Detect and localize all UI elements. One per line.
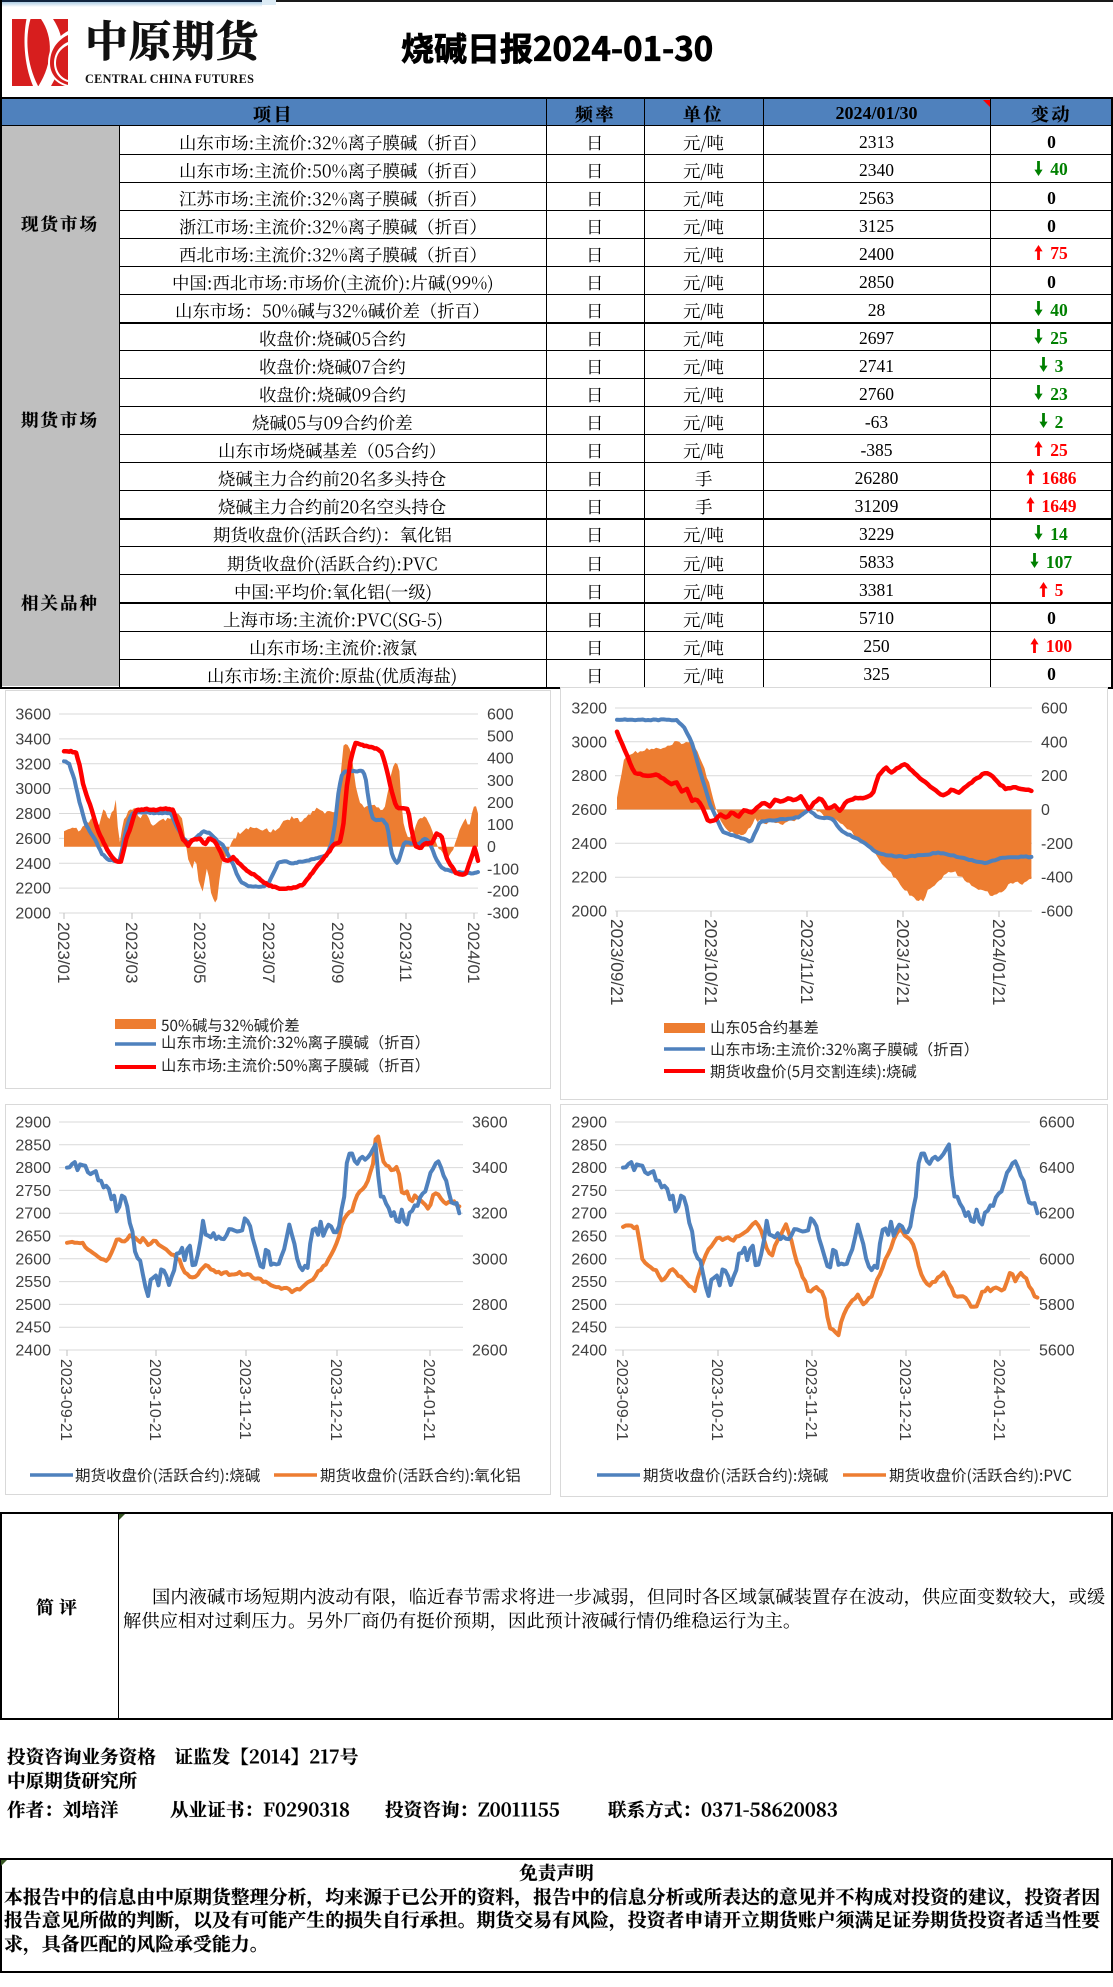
svg-text:2500: 2500: [571, 1297, 607, 1314]
svg-text:6600: 6600: [1039, 1115, 1075, 1132]
svg-text:600: 600: [487, 707, 514, 724]
svg-text:200: 200: [487, 795, 514, 812]
svg-text:2400: 2400: [15, 856, 51, 873]
svg-text:2023-11-21: 2023-11-21: [802, 1359, 819, 1440]
svg-text:2800: 2800: [571, 1160, 607, 1177]
svg-text:-400: -400: [1041, 870, 1073, 887]
svg-text:2600: 2600: [15, 1251, 51, 1268]
svg-text:2023/01: 2023/01: [54, 922, 73, 983]
svg-text:2023-10-21: 2023-10-21: [708, 1359, 725, 1441]
svg-text:2023/09/21: 2023/09/21: [607, 919, 627, 1006]
svg-text:600: 600: [1041, 701, 1068, 718]
svg-text:2800: 2800: [15, 806, 51, 823]
svg-text:3400: 3400: [472, 1160, 508, 1177]
svg-text:2023/09: 2023/09: [328, 922, 347, 983]
svg-text:2000: 2000: [15, 906, 51, 923]
svg-text:2600: 2600: [15, 831, 51, 848]
svg-text:2400: 2400: [571, 1343, 607, 1360]
svg-text:2023/03: 2023/03: [122, 922, 141, 983]
svg-text:2700: 2700: [571, 1206, 607, 1223]
svg-text:2650: 2650: [15, 1229, 51, 1246]
svg-text:2023-11-21: 2023-11-21: [236, 1359, 253, 1440]
svg-text:2023-09-21: 2023-09-21: [57, 1359, 74, 1441]
svg-text:2024/01/21: 2024/01/21: [989, 919, 1009, 1006]
svg-text:3000: 3000: [15, 781, 51, 798]
svg-text:2600: 2600: [472, 1343, 508, 1360]
svg-text:2800: 2800: [472, 1297, 508, 1314]
svg-text:2024/01: 2024/01: [464, 922, 483, 983]
svg-text:2023-12-21: 2023-12-21: [896, 1359, 913, 1441]
svg-text:2023/10/21: 2023/10/21: [701, 919, 721, 1006]
svg-text:2750: 2750: [15, 1183, 51, 1200]
svg-text:-200: -200: [487, 883, 519, 900]
svg-text:2800: 2800: [15, 1160, 51, 1177]
svg-text:2400: 2400: [571, 836, 607, 853]
svg-text:2200: 2200: [571, 870, 607, 887]
svg-text:2550: 2550: [15, 1274, 51, 1291]
svg-text:3600: 3600: [15, 707, 51, 724]
svg-text:2023/12/21: 2023/12/21: [893, 919, 913, 1006]
svg-text:6000: 6000: [1039, 1251, 1075, 1268]
svg-text:3600: 3600: [472, 1115, 508, 1132]
svg-text:2023/11/21: 2023/11/21: [797, 919, 817, 1004]
svg-text:-200: -200: [1041, 836, 1073, 853]
svg-text:200: 200: [1041, 768, 1068, 785]
svg-text:2850: 2850: [15, 1137, 51, 1154]
svg-text:2900: 2900: [15, 1115, 51, 1132]
svg-text:2023-12-21: 2023-12-21: [327, 1359, 344, 1441]
svg-text:2850: 2850: [571, 1137, 607, 1154]
svg-text:2023-09-21: 2023-09-21: [613, 1359, 630, 1441]
svg-text:6200: 6200: [1039, 1206, 1075, 1223]
svg-text:2024-01-21: 2024-01-21: [420, 1359, 437, 1441]
svg-text:500: 500: [487, 729, 514, 746]
svg-text:3000: 3000: [571, 734, 607, 751]
svg-text:2600: 2600: [571, 1251, 607, 1268]
svg-text:6400: 6400: [1039, 1160, 1075, 1177]
svg-text:3200: 3200: [571, 701, 607, 718]
svg-text:3400: 3400: [15, 731, 51, 748]
svg-text:0: 0: [1041, 802, 1050, 819]
svg-text:2600: 2600: [571, 802, 607, 819]
svg-text:400: 400: [1041, 734, 1068, 751]
svg-text:2700: 2700: [15, 1206, 51, 1223]
svg-text:2000: 2000: [571, 904, 607, 921]
svg-text:2024-01-21: 2024-01-21: [990, 1359, 1007, 1441]
svg-text:300: 300: [487, 773, 514, 790]
svg-text:2200: 2200: [15, 881, 51, 898]
svg-text:0: 0: [487, 839, 496, 856]
svg-text:2750: 2750: [571, 1183, 607, 1200]
svg-text:2023/05: 2023/05: [190, 922, 209, 983]
svg-text:-600: -600: [1041, 904, 1073, 921]
svg-text:-300: -300: [487, 906, 519, 923]
svg-text:2023-10-21: 2023-10-21: [146, 1359, 163, 1441]
svg-text:-100: -100: [487, 861, 519, 878]
svg-text:400: 400: [487, 751, 514, 768]
svg-text:3000: 3000: [472, 1251, 508, 1268]
svg-text:3200: 3200: [15, 756, 51, 773]
svg-text:2500: 2500: [15, 1297, 51, 1314]
svg-text:2650: 2650: [571, 1229, 607, 1246]
svg-text:5800: 5800: [1039, 1297, 1075, 1314]
svg-text:2800: 2800: [571, 768, 607, 785]
svg-text:2400: 2400: [15, 1343, 51, 1360]
svg-text:100: 100: [487, 817, 514, 834]
svg-text:2023/11: 2023/11: [396, 922, 415, 982]
svg-text:3200: 3200: [472, 1206, 508, 1223]
svg-text:2450: 2450: [15, 1320, 51, 1337]
svg-text:2900: 2900: [571, 1115, 607, 1132]
svg-text:2023/07: 2023/07: [259, 922, 278, 983]
svg-text:5600: 5600: [1039, 1343, 1075, 1360]
svg-text:2550: 2550: [571, 1274, 607, 1291]
svg-text:2450: 2450: [571, 1320, 607, 1337]
